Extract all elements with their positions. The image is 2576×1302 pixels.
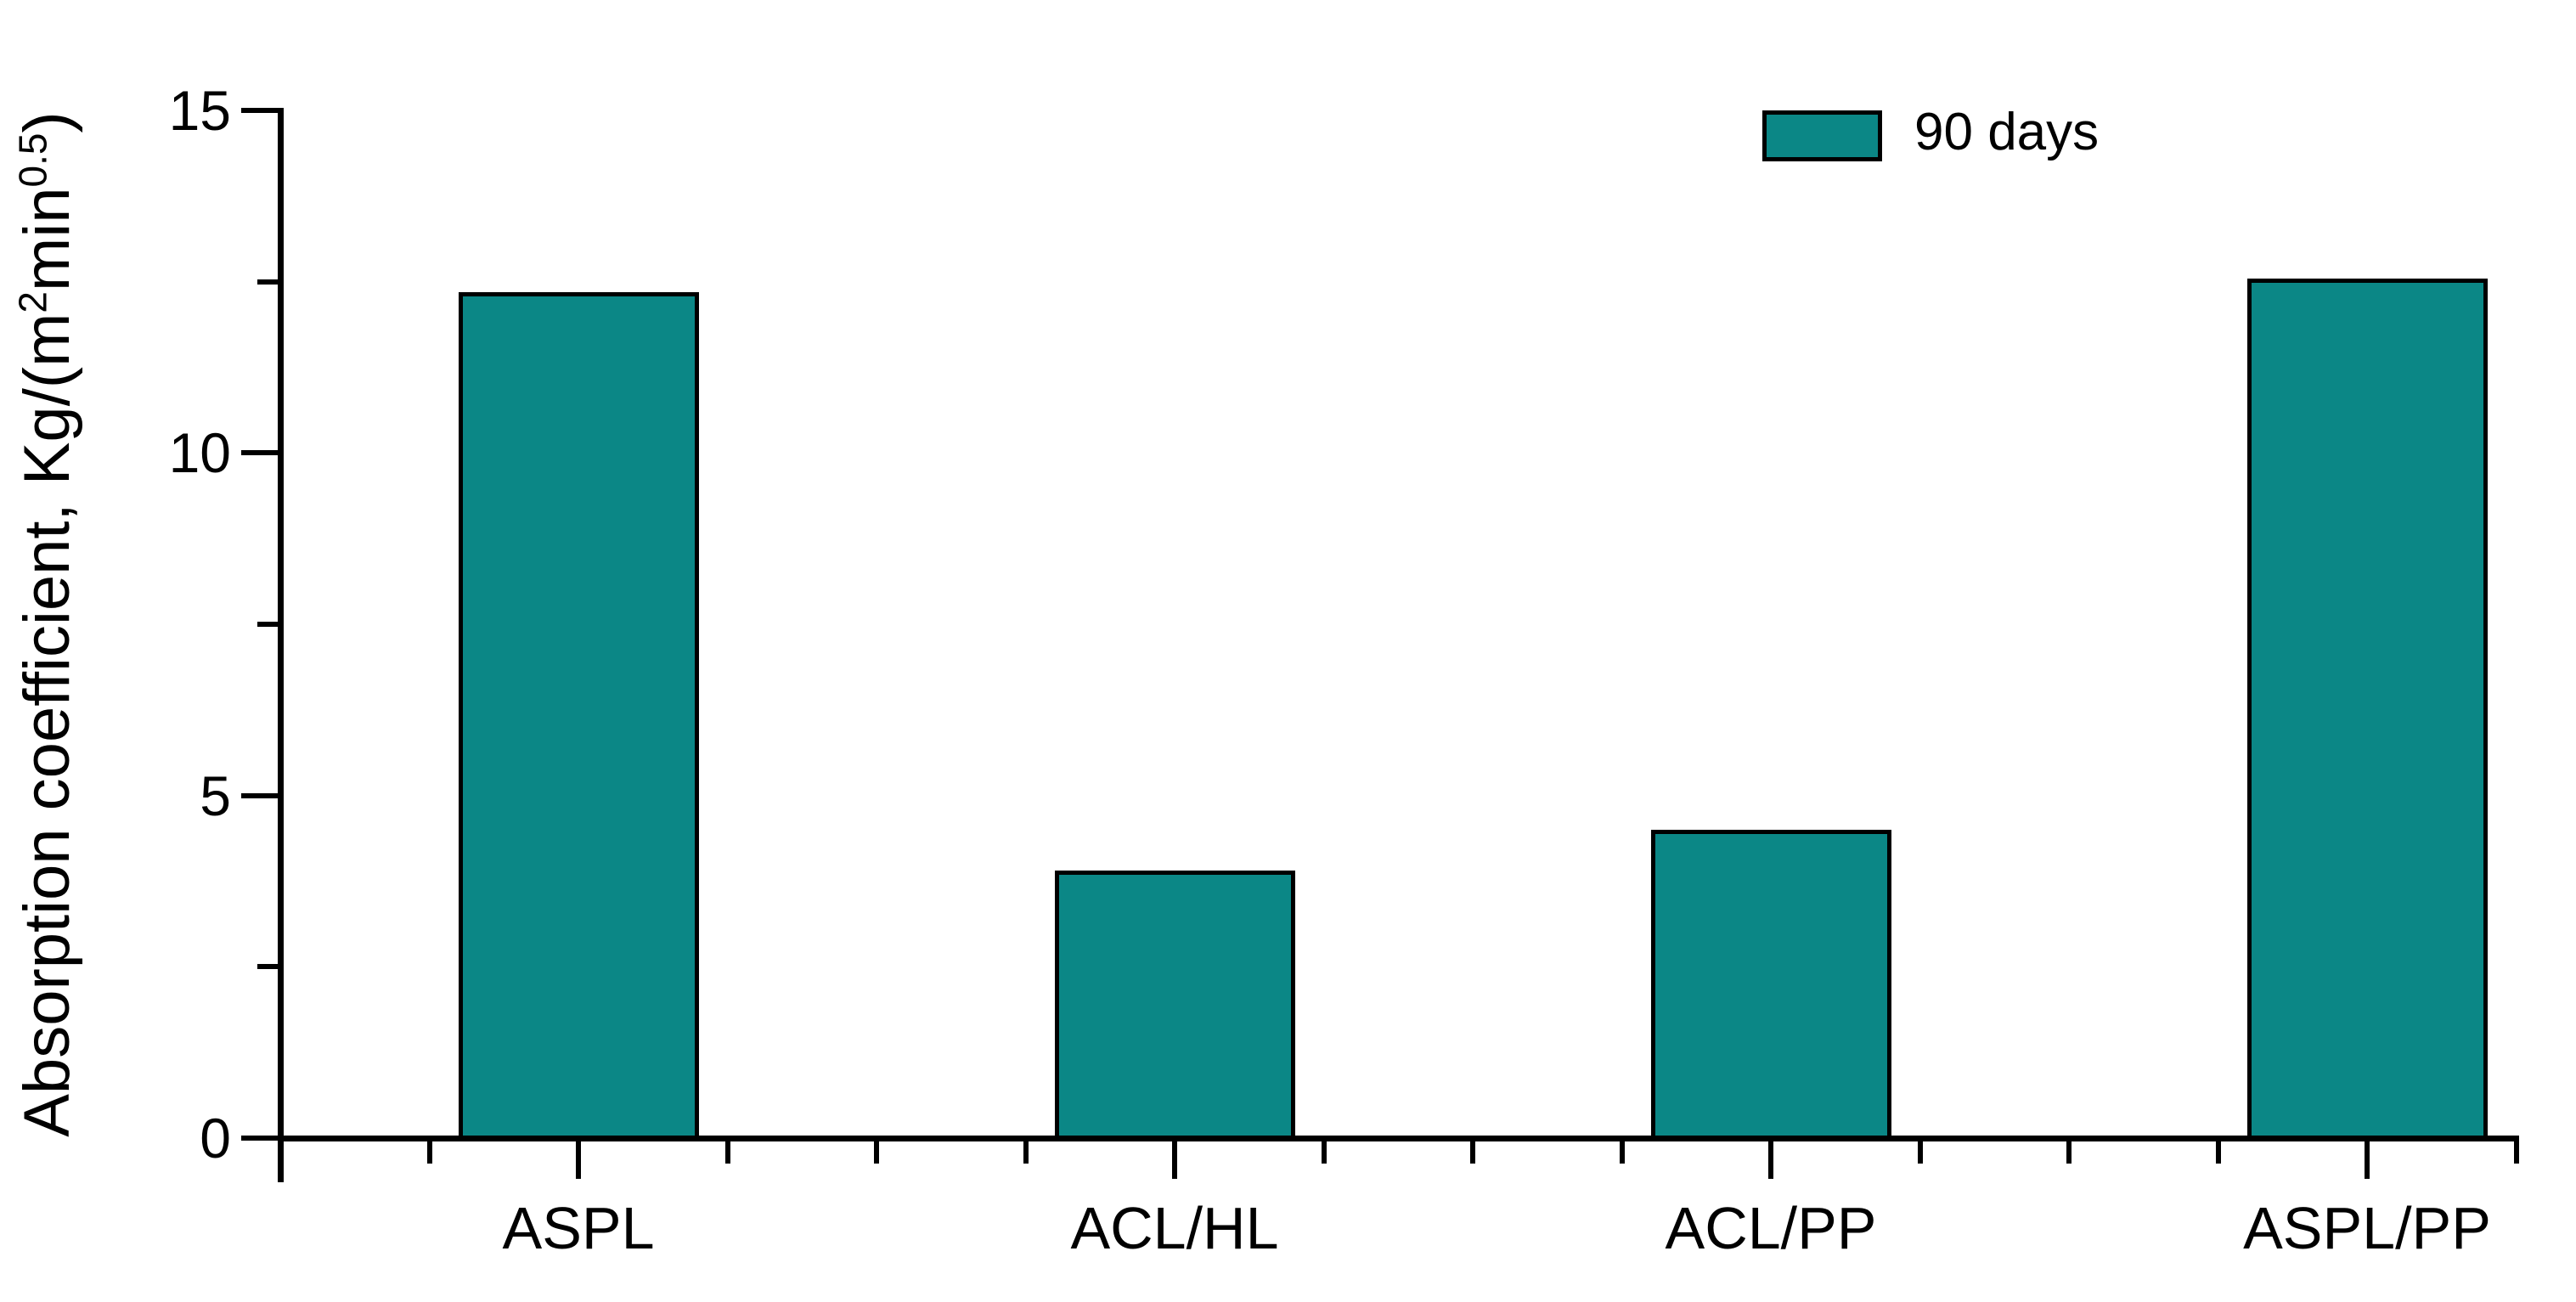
y-axis-title-sup-2: 2 (10, 290, 55, 313)
x-minor-tick (725, 1138, 730, 1164)
legend-swatch (1762, 110, 1882, 161)
x-category-label-ACL/HL: ACL/HL (1070, 1195, 1279, 1261)
x-axis-line (278, 1136, 2519, 1141)
x-minor-tick (2066, 1138, 2072, 1164)
y-major-tick (241, 793, 280, 798)
x-major-tick (1172, 1138, 1177, 1179)
x-minor-tick (1023, 1138, 1029, 1164)
y-major-tick (241, 450, 280, 455)
x-major-tick (576, 1138, 581, 1179)
y-major-tick (241, 1136, 280, 1141)
x-category-label-ASPL: ASPL (502, 1195, 655, 1261)
x-minor-tick (874, 1138, 879, 1164)
x-minor-tick (1322, 1138, 1327, 1164)
x-minor-tick (1620, 1138, 1625, 1164)
y-axis-title: Absorption coefficient, Kg/(m2min0.5) (0, 17, 95, 1232)
y-minor-tick (257, 279, 280, 285)
y-minor-tick (257, 622, 280, 627)
y-major-tick (241, 108, 280, 113)
y-tick-label: 15 (168, 79, 231, 142)
bar-ASPL (459, 292, 699, 1138)
x-major-tick (1768, 1138, 1773, 1179)
y-tick-label: 10 (168, 421, 231, 484)
y-minor-tick (257, 964, 280, 969)
y-tick-label: 0 (200, 1107, 231, 1170)
x-category-label-ACL/PP: ACL/PP (1665, 1195, 1877, 1261)
bar-ASPL/PP (2247, 279, 2488, 1138)
x-minor-tick (427, 1138, 432, 1164)
y-axis-line (278, 108, 284, 1182)
x-minor-tick (2514, 1138, 2519, 1164)
legend: 90 days (1762, 101, 2099, 164)
legend-label: 90 days (1914, 103, 2100, 161)
y-tick-label: 5 (200, 764, 231, 827)
y-axis-title-mid: min (11, 187, 83, 291)
bar-ACL/HL (1055, 871, 1295, 1138)
x-minor-tick (1470, 1138, 1475, 1164)
x-minor-tick (2216, 1138, 2221, 1164)
x-major-tick (2365, 1138, 2370, 1179)
x-minor-tick (1918, 1138, 1923, 1164)
x-category-label-ASPL/PP: ASPL/PP (2243, 1195, 2491, 1261)
bar-ACL/PP (1651, 830, 1891, 1138)
